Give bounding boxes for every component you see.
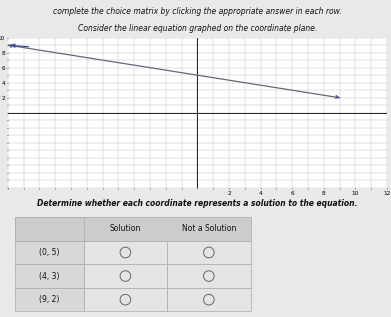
Text: (0, 5): (0, 5) — [39, 248, 60, 257]
Text: Not a Solution: Not a Solution — [182, 224, 236, 233]
Text: Determine whether each coordinate represents a solution to the equation.: Determine whether each coordinate repres… — [37, 199, 358, 208]
Bar — [84, 288, 167, 312]
Text: Solution: Solution — [110, 224, 141, 233]
Bar — [15, 288, 84, 312]
Bar — [84, 264, 167, 288]
Bar — [15, 217, 84, 241]
Text: (9, 2): (9, 2) — [39, 295, 60, 304]
Bar — [167, 288, 251, 312]
Bar — [167, 264, 251, 288]
Bar — [167, 241, 251, 264]
Bar — [15, 241, 84, 264]
Bar — [15, 217, 251, 241]
Bar — [15, 264, 84, 288]
Text: (4, 3): (4, 3) — [39, 272, 60, 281]
Text: Consider the linear equation graphed on the coordinate plane.: Consider the linear equation graphed on … — [78, 24, 317, 33]
Text: complete the choice matrix by clicking the appropriate answer in each row.: complete the choice matrix by clicking t… — [53, 7, 342, 16]
Bar — [84, 241, 167, 264]
